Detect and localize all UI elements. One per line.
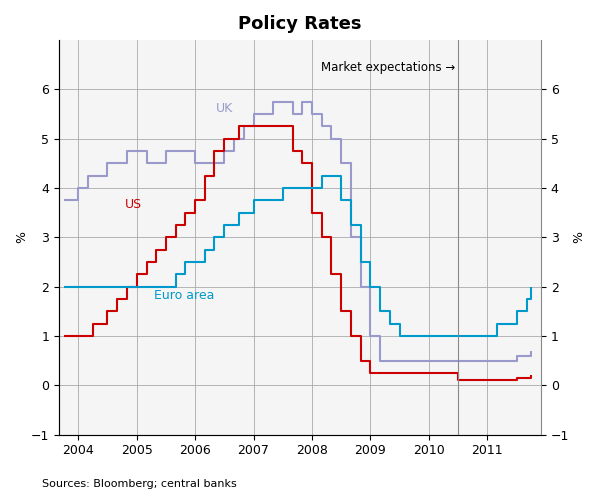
Text: Market expectations →: Market expectations → (321, 61, 455, 74)
Text: US: US (125, 198, 142, 211)
Text: UK: UK (215, 102, 233, 115)
Text: Euro area: Euro area (154, 289, 215, 302)
Title: Policy Rates: Policy Rates (238, 15, 362, 33)
Y-axis label: %: % (572, 231, 585, 244)
Y-axis label: %: % (15, 231, 28, 244)
Text: Sources: Bloomberg; central banks: Sources: Bloomberg; central banks (42, 479, 237, 489)
